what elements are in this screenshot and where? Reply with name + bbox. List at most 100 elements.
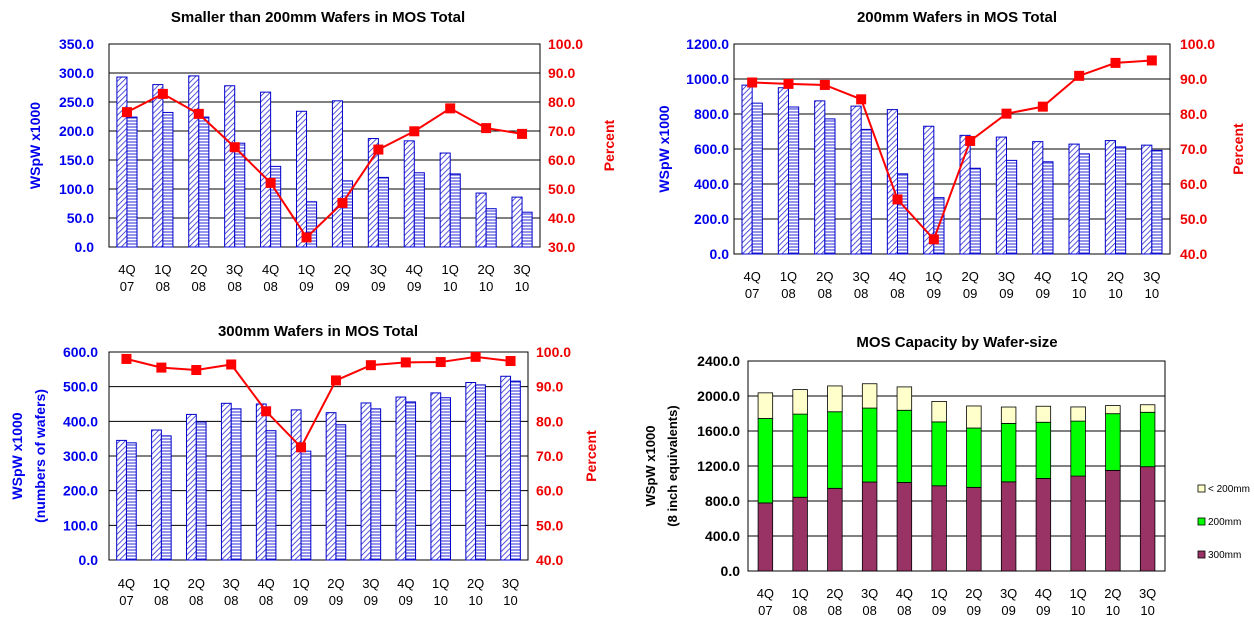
x-tick-label: 10	[1140, 603, 1154, 618]
x-tick-label: 4Q	[1035, 586, 1052, 601]
percent-marker	[965, 135, 976, 146]
x-tick-label: 08	[189, 593, 203, 608]
y2-tick-label: 90.0	[548, 65, 575, 81]
bar-300mm	[896, 482, 913, 572]
y2-tick-label: 40.0	[536, 552, 563, 568]
chart-title: Smaller than 200mm Wafers in MOS Total	[171, 9, 465, 26]
x-tick-label: 08	[818, 286, 832, 301]
bar-hatched-diagonal	[255, 403, 267, 561]
bar-hatched-diagonal	[290, 409, 302, 561]
bar-hatched-horizontal	[485, 208, 497, 248]
x-tick-label: 10	[433, 593, 447, 608]
x-tick-label: 2Q	[327, 576, 344, 591]
bar-200mm	[757, 392, 774, 419]
percent-marker	[517, 128, 528, 139]
x-tick-label: 3Q	[1000, 586, 1017, 601]
bar-hatched-diagonal	[475, 192, 487, 248]
x-tick-label: 2Q	[961, 269, 978, 284]
y-tick-label: 1000.0	[686, 71, 729, 87]
chart-2: 0.0 200.0 400.0 600.0 800.0 1000.0 1200.0 200mm…	[656, 9, 1246, 301]
percent-marker	[121, 353, 132, 364]
y-tick-label: 150.0	[59, 152, 94, 168]
bar-200mm	[827, 411, 843, 489]
x-tick-label: 1Q	[432, 576, 449, 591]
y2-tick-label: 100.0	[536, 344, 571, 360]
chart-title: MOS Capacity by Wafer-size	[856, 334, 1057, 351]
bar-hatched-diagonal	[403, 140, 415, 248]
x-tick-label: 4Q	[118, 576, 135, 591]
bar-hatched-diagonal	[260, 91, 272, 248]
y2-axis-label: Percent	[601, 119, 617, 171]
bar-hatched-diagonal	[152, 84, 164, 248]
bar-hatched-horizontal	[521, 211, 533, 248]
percent-line	[126, 92, 523, 239]
percent-marker	[365, 360, 376, 371]
bar-hatched-diagonal	[325, 412, 337, 561]
x-tick-label: 08	[227, 279, 241, 294]
bar-hatched-horizontal	[341, 180, 354, 248]
bar-hatched-horizontal	[270, 165, 282, 248]
bar-hatched-diagonal	[923, 125, 935, 255]
x-tick-label: 09	[932, 603, 946, 618]
bar-hatched-diagonal	[1032, 141, 1044, 255]
bar-hatched-diagonal	[439, 152, 451, 248]
bar-hatched-horizontal	[306, 201, 318, 248]
y2-tick-label: 30.0	[548, 239, 575, 255]
percent-marker	[892, 194, 903, 205]
bar-hatched-diagonal	[886, 109, 898, 255]
bar-200mm	[896, 409, 913, 483]
bar-300mm	[757, 502, 774, 572]
y-tick-label: 400.0	[705, 528, 740, 544]
x-tick-label: 2Q	[965, 586, 982, 601]
bar-200mm	[792, 413, 808, 498]
x-tick-label: 08	[890, 286, 904, 301]
y-tick-label: 100.0	[63, 517, 98, 533]
bar-200mm	[966, 405, 982, 429]
bar-300mm	[792, 496, 808, 572]
x-tick-label: 08	[224, 593, 238, 608]
percent-marker	[1110, 57, 1121, 68]
y-tick-label: 600.0	[694, 141, 729, 157]
chart-title: 300mm Wafers in MOS Total	[218, 323, 418, 340]
percent-marker	[747, 77, 758, 88]
x-tick-label: 09	[999, 286, 1013, 301]
x-tick-label: 1Q	[780, 269, 797, 284]
bar-200mm	[1139, 411, 1156, 468]
y-tick-label: 300.0	[63, 448, 98, 464]
bar-hatched-horizontal	[449, 173, 461, 248]
x-tick-label: 1Q	[442, 262, 459, 277]
percent-marker	[470, 351, 481, 362]
bar-hatched-horizontal	[1042, 161, 1054, 255]
x-tick-label: 09	[294, 593, 308, 608]
y-tick-label: 400.0	[694, 176, 729, 192]
x-tick-label: 08	[156, 279, 170, 294]
y2-tick-label: 50.0	[1180, 211, 1207, 227]
bar-hatched-diagonal	[1104, 140, 1116, 255]
x-tick-label: 2Q	[826, 586, 843, 601]
x-tick-label: 4Q	[262, 262, 279, 277]
legend-label: < 200mm	[1208, 484, 1250, 495]
chart-4: 0.0 400.0 800.0 1200.0 1600.0 2000.0 2400.0 MOS…	[643, 334, 1250, 618]
x-tick-label: 1Q	[791, 586, 808, 601]
bar-hatched-diagonal	[395, 396, 407, 561]
x-tick-label: 08	[259, 593, 273, 608]
bar-hatched-diagonal	[224, 85, 236, 248]
x-tick-label: 1Q	[925, 269, 942, 284]
x-tick-label: 1Q	[298, 262, 315, 277]
percent-marker	[1146, 55, 1157, 66]
bar-200mm	[1139, 404, 1156, 413]
bar-hatched-diagonal	[465, 382, 477, 561]
percent-marker	[157, 88, 168, 99]
bar-hatched-diagonal	[850, 105, 862, 255]
x-tick-label: 2Q	[1107, 269, 1124, 284]
x-tick-label: 3Q	[223, 576, 240, 591]
x-tick-label: 4Q	[757, 586, 774, 601]
x-tick-label: 3Q	[513, 262, 530, 277]
x-tick-label: 10	[468, 593, 482, 608]
bar-hatched-diagonal	[741, 84, 753, 255]
bar-hatched-diagonal	[814, 100, 826, 255]
bar-hatched-horizontal	[234, 142, 246, 248]
bar-hatched-diagonal	[1141, 144, 1153, 255]
plot-frame	[733, 43, 1171, 255]
x-tick-label: 2Q	[188, 576, 205, 591]
